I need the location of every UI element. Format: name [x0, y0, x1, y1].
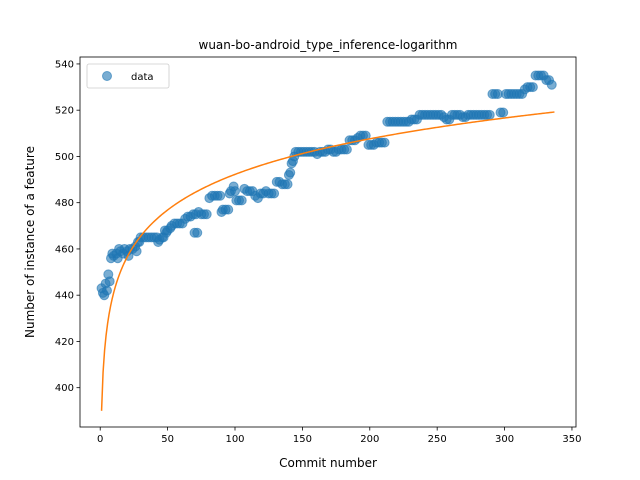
data-point	[236, 195, 247, 206]
data-point	[215, 190, 226, 201]
y-tick-label: 440	[55, 291, 74, 302]
data-point	[282, 179, 293, 190]
y-tick-label: 420	[55, 337, 74, 348]
data-point	[341, 144, 352, 155]
chart-title: wuan-bo-android_type_inference-logarithm	[199, 38, 458, 52]
data-point	[379, 137, 390, 148]
x-tick-label: 300	[495, 434, 514, 445]
y-tick-label: 540	[55, 59, 74, 70]
legend-marker-data	[102, 71, 112, 81]
x-tick-label: 100	[225, 434, 244, 445]
x-tick-label: 150	[293, 434, 312, 445]
fit-line	[100, 111, 555, 411]
data-point	[192, 227, 203, 238]
x-tick-label: 200	[360, 434, 379, 445]
y-tick-label: 520	[55, 106, 74, 117]
plot-frame	[79, 56, 577, 428]
data-point	[498, 107, 509, 118]
data-point	[484, 109, 495, 120]
data-point	[546, 79, 557, 90]
x-tick-label: 50	[161, 434, 174, 445]
data-point	[230, 186, 240, 197]
y-axis-ticks: 400 420 440 460 480 500 520 540	[55, 59, 80, 394]
x-axis-ticks: 0 50 100 150 200 250 300 350	[97, 427, 582, 445]
x-tick-label: 250	[428, 434, 447, 445]
x-axis-label: Commit number	[279, 456, 377, 470]
plot-marks	[96, 70, 557, 411]
data-point	[285, 167, 296, 178]
legend-box	[86, 63, 170, 89]
data-point	[269, 188, 280, 199]
y-tick-label: 500	[55, 152, 74, 163]
x-tick-label: 350	[562, 434, 581, 445]
legend: data	[86, 63, 170, 89]
y-tick-label: 460	[55, 244, 74, 255]
x-tick-label: 0	[97, 434, 103, 445]
data-point	[104, 276, 115, 287]
y-tick-label: 480	[55, 198, 74, 209]
y-tick-label: 400	[55, 383, 74, 394]
data-point	[201, 209, 212, 220]
data-point	[223, 204, 234, 215]
legend-label-data: data	[131, 72, 154, 83]
data-point	[131, 246, 142, 257]
data-point	[101, 285, 112, 296]
data-point	[527, 82, 538, 93]
y-axis-label: Number of instance of a feature	[23, 146, 37, 338]
